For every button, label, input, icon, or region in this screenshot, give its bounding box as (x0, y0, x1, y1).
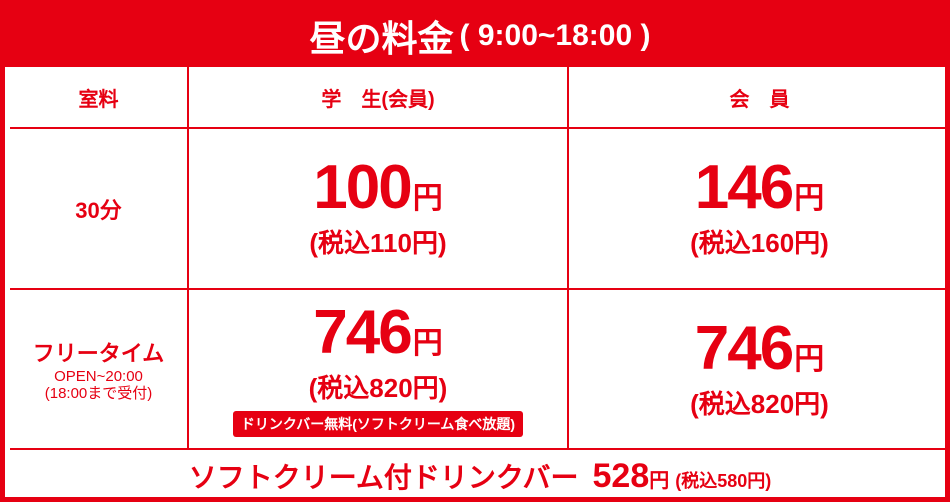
price-tax: (税込160円) (690, 228, 829, 258)
price: 146 円 (695, 157, 824, 219)
price-tax: (税込820円) (308, 372, 448, 403)
price-number: 100 (313, 153, 412, 222)
column-divider (567, 67, 569, 448)
column-header: 室料 (78, 88, 119, 111)
row-label-cell: フリータイム OPEN~20:00 (18:00まで受付) (10, 290, 187, 448)
title: 昼の料金 (309, 18, 454, 59)
row-note: (18:00まで受付) (44, 385, 153, 402)
row-divider (10, 288, 950, 290)
footer-unit: 円 (649, 470, 670, 492)
badge: ドリンクバー無料(ソフトクリーム食べ放題) (232, 410, 524, 437)
footer-price: 528 (592, 457, 650, 495)
price-tax: (税込820円) (690, 388, 829, 419)
hours: ( 9:00~18:00 ) (459, 19, 651, 52)
column-divider (187, 67, 189, 448)
title-bar: 昼の料金 ( 9:00~18:00 ) (5, 5, 950, 67)
price-number: 746 (694, 313, 794, 383)
price-unit: 円 (794, 182, 825, 215)
price-unit: 円 (794, 342, 825, 376)
price-number: 746 (313, 297, 412, 367)
price-number: 146 (694, 153, 794, 222)
price-unit: 円 (412, 182, 443, 215)
footer-label: ソフトクリーム付ドリンクバー (188, 462, 579, 493)
price: 746 円 (313, 297, 443, 367)
row-divider (10, 127, 950, 129)
row-note: OPEN~20:00 (54, 368, 143, 385)
price-cell: 746 円 (税込820円) ドリンクバー無料(ソフトクリーム食べ放題) (189, 290, 567, 448)
row-label: 30分 (75, 197, 122, 223)
column-header: 学 生(会員) (321, 88, 435, 111)
price-cell: 746 円 (税込820円) (569, 290, 950, 448)
row-label: フリータイム (32, 341, 165, 366)
column-header: 会 員 (729, 88, 790, 111)
price: 746 円 (694, 313, 825, 383)
footer: ソフトクリーム付ドリンクバー 528 円 (税込580円) (10, 450, 950, 502)
row-divider (10, 448, 950, 450)
price-cell: 146 円 (税込160円) (569, 129, 950, 288)
price-unit: 円 (412, 326, 443, 360)
footer-tax: (税込580円) (675, 471, 772, 491)
price-tax: (税込110円) (309, 228, 447, 258)
price: 100 円 (313, 157, 442, 219)
price-cell: 100 円 (税込110円) (189, 129, 567, 288)
